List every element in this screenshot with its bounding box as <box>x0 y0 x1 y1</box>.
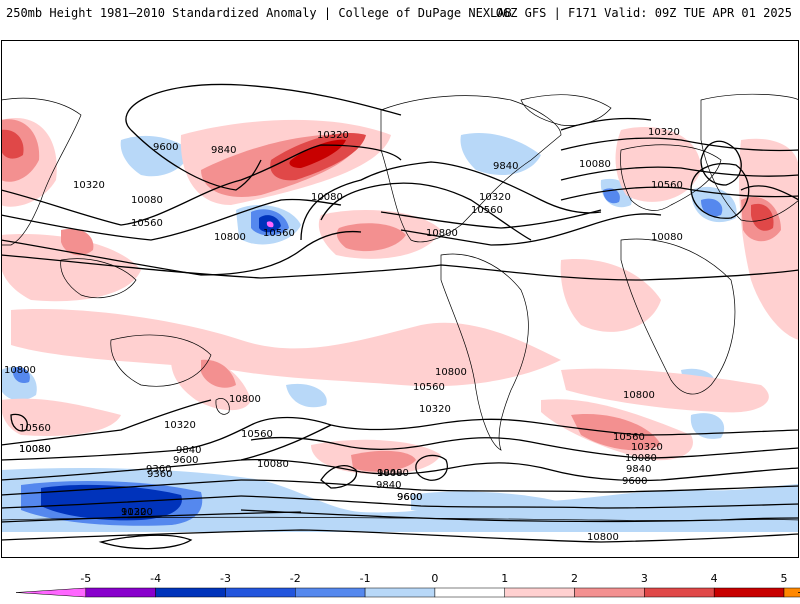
contour-label: 9840 <box>376 480 401 491</box>
contour-label: 9600 <box>397 492 422 503</box>
contour-label: 10080 <box>625 453 657 464</box>
colorbar-segment <box>85 587 156 598</box>
anomaly-minimum-core <box>266 221 274 228</box>
colorbar-segment <box>155 587 226 598</box>
contour-label: 10320 <box>317 130 349 141</box>
contour-label: 10080 <box>19 444 51 455</box>
colorbar-tick-label: -2 <box>290 572 301 585</box>
contour-label: 10560 <box>263 228 295 239</box>
colorbar-segment <box>504 587 575 598</box>
colorbar-tick-label: 1 <box>501 572 508 585</box>
contour-label: 10800 <box>229 394 261 405</box>
colorbar-segment <box>713 587 785 598</box>
contour-label: 10080 <box>257 459 289 470</box>
contour-label: 10800 <box>435 367 467 378</box>
contour-label: 10800 <box>623 390 655 401</box>
contour-label: 10560 <box>613 432 645 443</box>
contour-label: 10320 <box>73 180 105 191</box>
contour-label: 10320 <box>419 404 451 415</box>
colorbar-segment <box>783 587 800 598</box>
positive-anomaly-shading <box>1 118 799 475</box>
colorbar-tick-label: 3 <box>641 572 648 585</box>
contour-label: 10080 <box>19 444 51 455</box>
colorbar-tick-label: 0 <box>431 572 438 585</box>
contour-label: 10320 <box>164 420 196 431</box>
colorbar-segment <box>225 587 296 598</box>
contour-label: 10800 <box>214 232 246 243</box>
contour-label: 10560 <box>241 429 273 440</box>
colorbar-tick-label: 4 <box>711 572 718 585</box>
colorbar-tick-label: -4 <box>150 572 161 585</box>
colorbar-segment <box>644 587 715 598</box>
contour-label: 10080 <box>651 232 683 243</box>
colorbar-tick-label: 2 <box>571 572 578 585</box>
contour-label: 9840 <box>211 145 236 156</box>
contour-label: 9600 <box>397 492 422 503</box>
contour-label: 10560 <box>413 382 445 393</box>
contour-label: 9840 <box>626 464 651 475</box>
contour-label: 9840 <box>176 445 201 456</box>
contour-label: 9600 <box>153 142 178 153</box>
height-contours <box>1 83 799 550</box>
contour-label: 9840 <box>377 468 402 479</box>
colorbar: -5 -4 -3 -2 -1 0 1 2 3 4 5 <box>0 568 800 600</box>
contour-labels: 9600 9840 10320 10080 10560 10800 10560 … <box>4 127 683 543</box>
contour-label: 10560 <box>131 218 163 229</box>
contour-label: 9360 <box>147 469 172 480</box>
anomaly-maximum-core <box>289 139 346 168</box>
colorbar-tick-label: -3 <box>220 572 231 585</box>
contour-label: 9360 <box>146 464 171 475</box>
contour-label: 10080 <box>311 192 343 203</box>
colorbar-tick-label: -1 <box>360 572 371 585</box>
contour-label: 9120 <box>121 507 146 518</box>
colorbar-end-low <box>15 587 87 598</box>
contour-label: 9600 <box>622 476 647 487</box>
colorbar-segment <box>295 587 366 598</box>
contour-label: 10800 <box>426 228 458 239</box>
map-title: 250mb Height 1981–2010 Standardized Anom… <box>6 6 512 20</box>
contour-label: 10320 <box>648 127 680 138</box>
contour-label: 9840 <box>493 161 518 172</box>
contour-label: 10560 <box>471 205 503 216</box>
colorbar-segment <box>574 587 645 598</box>
contour-label: 10080 <box>377 468 409 479</box>
colorbar-segment <box>434 587 505 598</box>
anomaly-map: 9600 9840 10320 10080 10560 10800 10560 … <box>1 40 799 558</box>
contour-label: 10320 <box>479 192 511 203</box>
colorbar-tick-label: 5 <box>781 572 788 585</box>
contour-label: 10800 <box>4 365 36 376</box>
contour-label: 10320 <box>631 442 663 453</box>
contour-label: 10560 <box>651 180 683 191</box>
contour-label: 9600 <box>173 455 198 466</box>
contour-label: 10080 <box>579 159 611 170</box>
model-run-label: 06Z GFS | F171 Valid: 09Z TUE APR 01 202… <box>495 6 792 20</box>
map-border <box>1 40 799 558</box>
contour-label: 10080 <box>131 195 163 206</box>
colorbar-tick-label: -5 <box>80 572 91 585</box>
contour-label: 10320 <box>121 507 153 518</box>
contour-label: 10560 <box>19 423 51 434</box>
contour-label: 10800 <box>587 532 619 543</box>
colorbar-segment <box>364 587 436 598</box>
